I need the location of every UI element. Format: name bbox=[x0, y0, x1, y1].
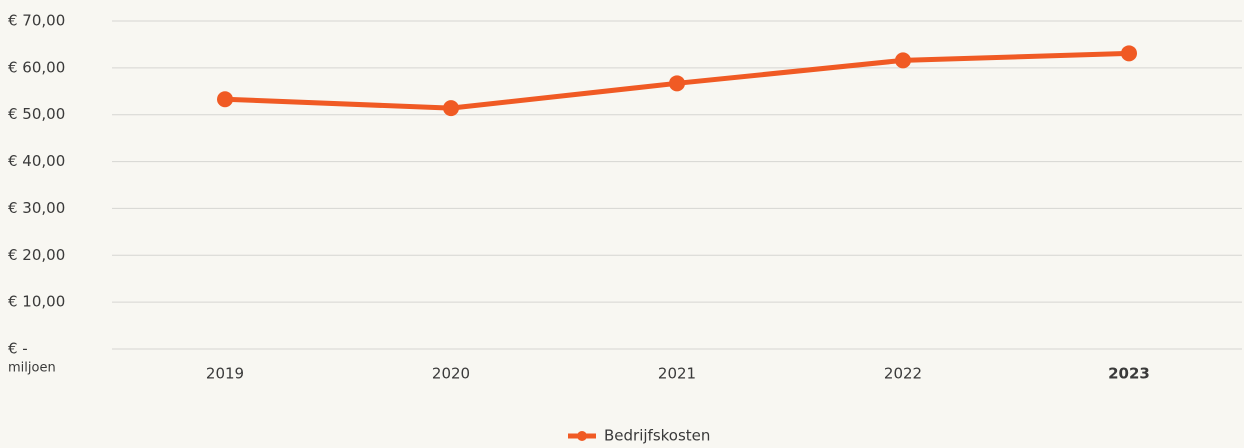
point bbox=[895, 52, 911, 69]
y-tick-label: € 70,00 bbox=[8, 12, 65, 30]
x-tick-label: 2021 bbox=[658, 365, 696, 383]
point bbox=[669, 75, 685, 92]
y-axis-unit: miljoen bbox=[8, 361, 56, 376]
y-tick-label: € 50,00 bbox=[8, 105, 65, 123]
y-tick-label: € - bbox=[8, 340, 28, 358]
point bbox=[443, 100, 459, 117]
legend-swatch-dot bbox=[577, 431, 587, 441]
y-tick-label: € 20,00 bbox=[8, 246, 65, 264]
x-tick-label: 2020 bbox=[432, 365, 470, 383]
y-tick-label: € 40,00 bbox=[8, 152, 65, 170]
y-tick-label: € 30,00 bbox=[8, 199, 65, 217]
x-tick-label: 2022 bbox=[884, 365, 922, 383]
point bbox=[1121, 45, 1137, 62]
y-tick-label: € 60,00 bbox=[8, 58, 65, 76]
x-tick-label: 2019 bbox=[206, 365, 244, 383]
point bbox=[217, 91, 233, 108]
legend-label: Bedrijfskosten bbox=[604, 427, 710, 445]
y-tick-label: € 10,00 bbox=[8, 293, 65, 311]
x-tick-label: 2023 bbox=[1108, 365, 1150, 383]
